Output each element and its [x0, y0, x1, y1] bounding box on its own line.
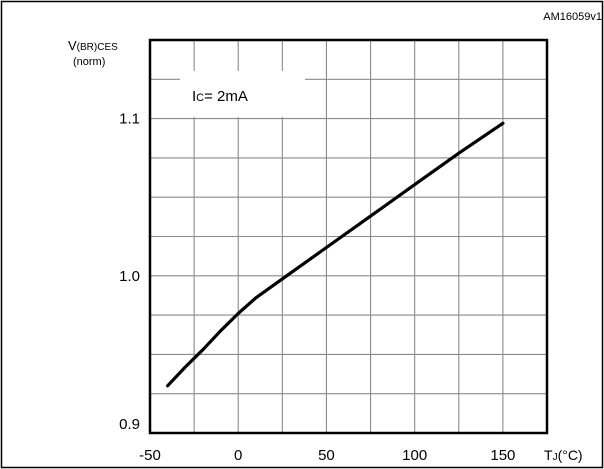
y-tick-label: 1.0 [119, 268, 140, 285]
y-tick-label: 0.9 [119, 416, 140, 433]
x-tick-label: 50 [318, 447, 335, 464]
x-tick-label: 150 [490, 447, 515, 464]
x-axis-label: TJ(°C) [544, 447, 583, 463]
x-tick-label: 0 [234, 447, 242, 464]
annotation-box [180, 71, 305, 117]
y-axis-unit: (norm) [73, 56, 105, 68]
plot-area-border [148, 38, 549, 435]
annotation-current: IC= 2mA [192, 88, 248, 105]
series-line [166, 121, 505, 388]
x-tick-label: -50 [139, 447, 161, 464]
y-axis-label: V(BR)CES [68, 38, 118, 53]
x-tick-label: 100 [402, 447, 427, 464]
y-tick-label: 1.1 [119, 111, 140, 128]
figure-id: AM16059v1 [543, 11, 602, 23]
